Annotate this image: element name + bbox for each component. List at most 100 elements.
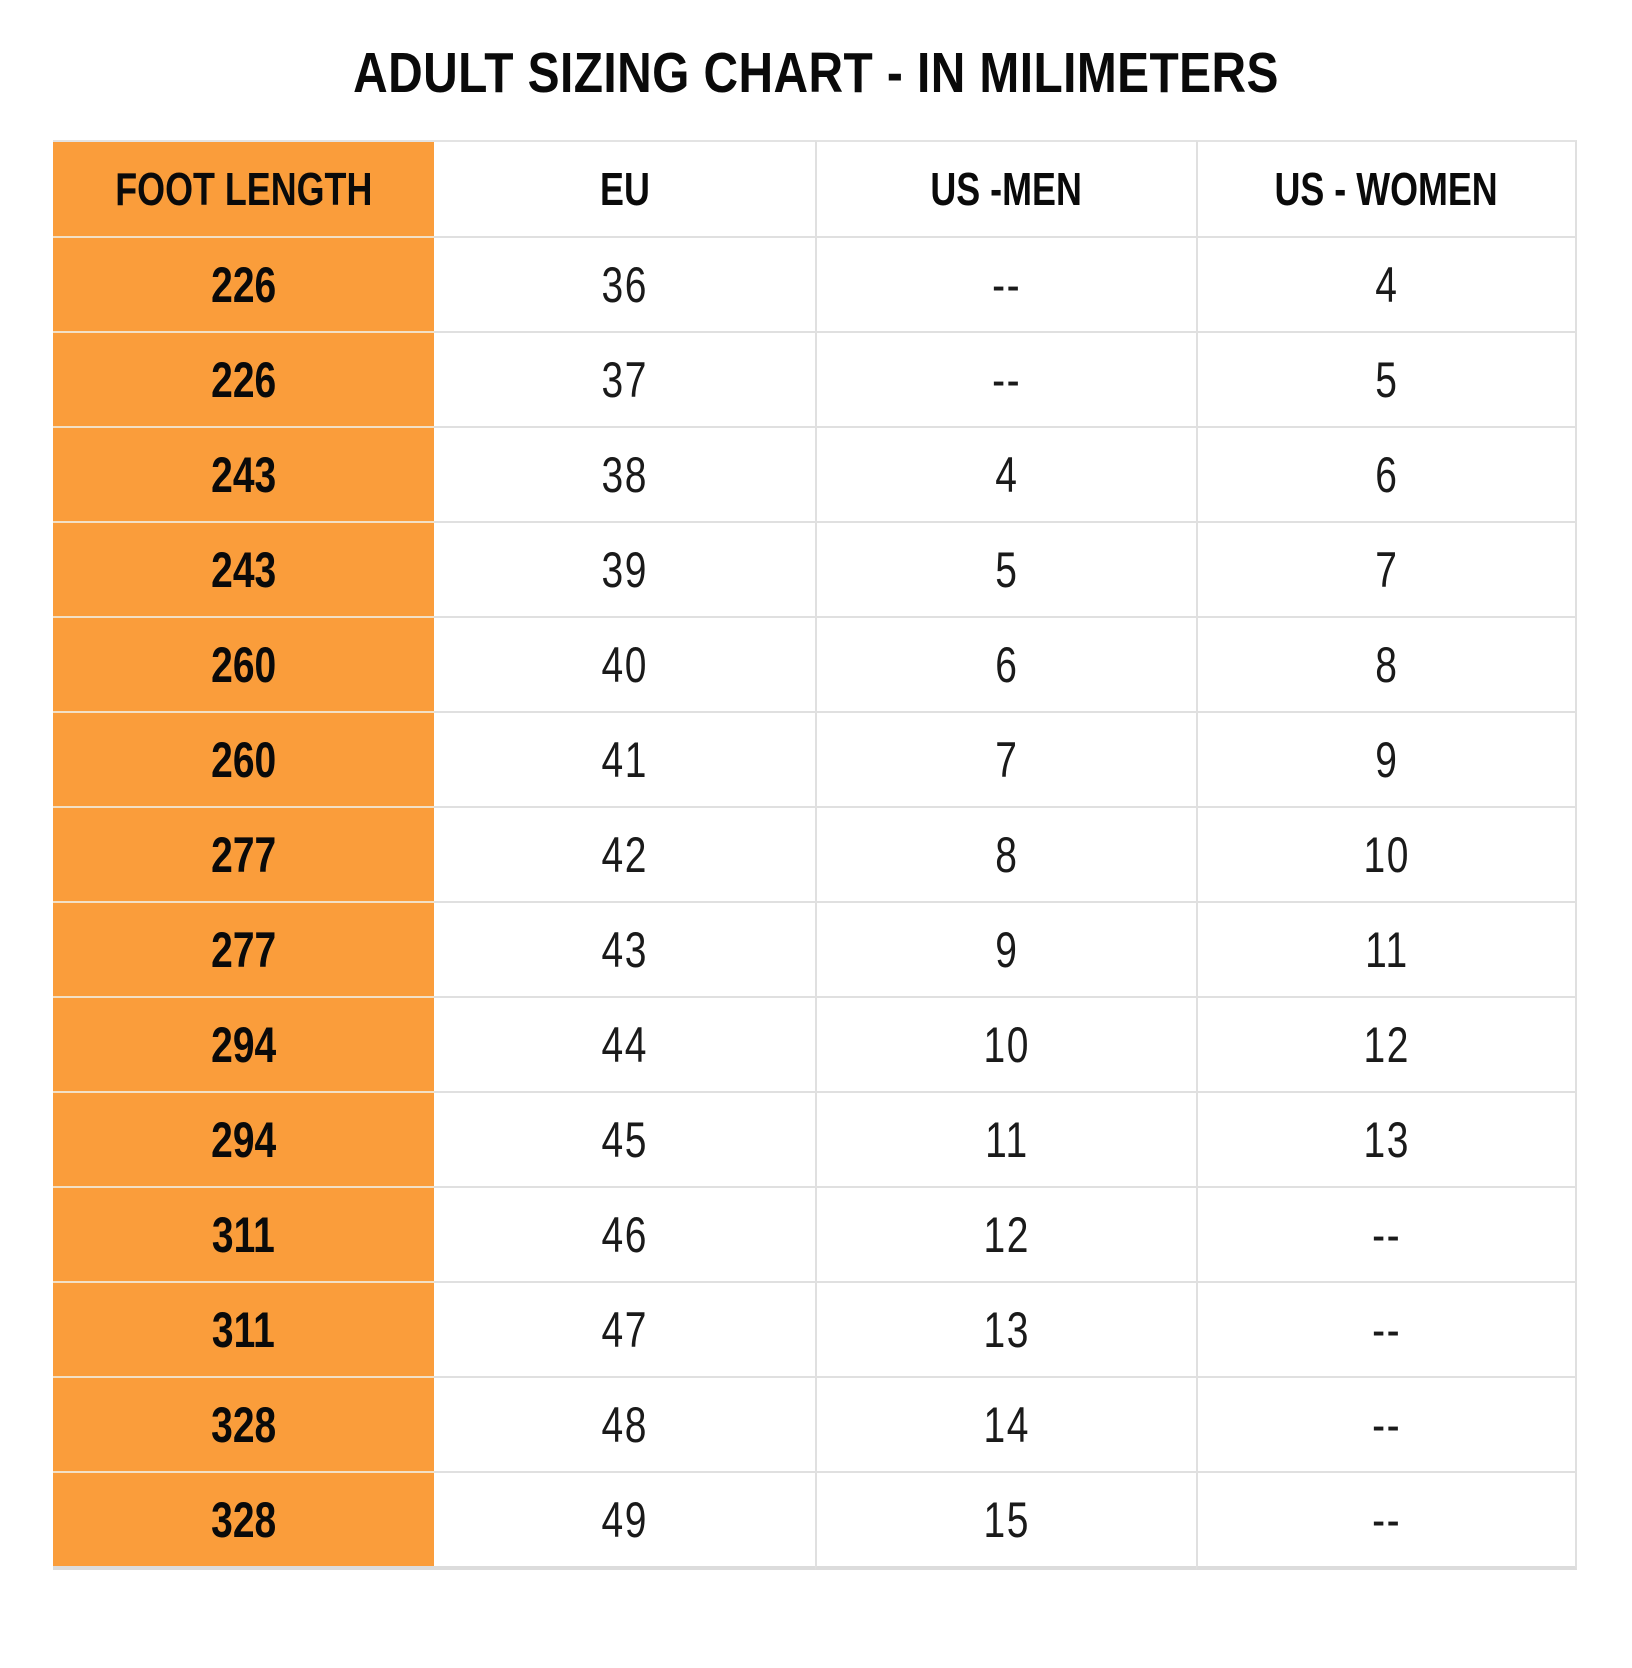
cell-value: 9: [1374, 731, 1399, 788]
cell-eu: 36: [434, 238, 815, 333]
cell-value: --: [1371, 1491, 1402, 1548]
cell-eu: 40: [434, 618, 815, 713]
cell-us-women: 4: [1196, 238, 1577, 333]
column-header-eu: EU: [434, 140, 815, 238]
cell-value: 5: [1374, 351, 1399, 408]
cell-eu: 41: [434, 713, 815, 808]
cell-value: 5: [994, 541, 1019, 598]
cell-value: 260: [210, 636, 277, 693]
cell-value: 15: [983, 1491, 1030, 1548]
cell-us-men: 9: [815, 903, 1196, 998]
table-row: 311 46 12 --: [53, 1188, 1577, 1283]
cell-eu: 48: [434, 1378, 815, 1473]
table-row: 226 37 -- 5: [53, 333, 1577, 428]
cell-value: 49: [601, 1491, 648, 1548]
cell-us-women: 10: [1196, 808, 1577, 903]
cell-foot-length: 243: [53, 523, 434, 618]
cell-eu: 47: [434, 1283, 815, 1378]
cell-us-women: --: [1196, 1188, 1577, 1283]
cell-value: 12: [1363, 1016, 1410, 1073]
cell-value: 260: [210, 731, 277, 788]
cell-value: 46: [601, 1206, 648, 1263]
cell-foot-length: 328: [53, 1473, 434, 1570]
cell-value: 44: [601, 1016, 648, 1073]
page-title: ADULT SIZING CHART - IN MILIMETERS: [353, 41, 1279, 105]
cell-value: 11: [984, 1111, 1029, 1168]
cell-us-men: --: [815, 238, 1196, 333]
cell-value: 226: [210, 256, 277, 313]
cell-us-women: 13: [1196, 1093, 1577, 1188]
cell-foot-length: 260: [53, 618, 434, 713]
table-row: 328 48 14 --: [53, 1378, 1577, 1473]
cell-value: 243: [210, 446, 277, 503]
cell-value: 226: [210, 351, 277, 408]
cell-us-women: 6: [1196, 428, 1577, 523]
header-row: FOOT LENGTH EU US -MEN US - WOMEN: [53, 140, 1577, 238]
cell-us-men: --: [815, 333, 1196, 428]
cell-value: 6: [994, 636, 1019, 693]
cell-us-men: 7: [815, 713, 1196, 808]
table-body: 226 36 -- 4 226 37 -- 5 243 38 4 6 243 3…: [53, 238, 1577, 1570]
cell-value: 13: [1363, 1111, 1410, 1168]
cell-eu: 45: [434, 1093, 815, 1188]
header-label: US -MEN: [930, 163, 1083, 215]
table-row: 294 44 10 12: [53, 998, 1577, 1093]
cell-us-women: 7: [1196, 523, 1577, 618]
cell-value: 294: [210, 1016, 277, 1073]
cell-value: 48: [601, 1396, 648, 1453]
cell-foot-length: 311: [53, 1188, 434, 1283]
header-label: US - WOMEN: [1274, 163, 1499, 215]
cell-value: 294: [210, 1111, 277, 1168]
cell-foot-length: 260: [53, 713, 434, 808]
cell-us-men: 6: [815, 618, 1196, 713]
cell-us-men: 13: [815, 1283, 1196, 1378]
cell-eu: 42: [434, 808, 815, 903]
table-row: 260 40 6 8: [53, 618, 1577, 713]
cell-value: 14: [983, 1396, 1030, 1453]
sizing-table: FOOT LENGTH EU US -MEN US - WOMEN 226 36…: [53, 140, 1577, 1570]
cell-us-women: 11: [1196, 903, 1577, 998]
cell-us-men: 15: [815, 1473, 1196, 1570]
cell-value: 47: [601, 1301, 648, 1358]
cell-value: 311: [212, 1301, 275, 1358]
cell-value: 277: [210, 826, 277, 883]
table-row: 260 41 7 9: [53, 713, 1577, 808]
cell-foot-length: 277: [53, 808, 434, 903]
cell-value: 42: [601, 826, 648, 883]
table-row: 226 36 -- 4: [53, 238, 1577, 333]
cell-value: 13: [983, 1301, 1030, 1358]
header-label: EU: [599, 163, 650, 215]
cell-value: 43: [601, 921, 648, 978]
cell-us-men: 4: [815, 428, 1196, 523]
cell-us-men: 12: [815, 1188, 1196, 1283]
cell-foot-length: 328: [53, 1378, 434, 1473]
cell-value: --: [1371, 1396, 1402, 1453]
cell-value: 9: [994, 921, 1019, 978]
cell-value: 243: [210, 541, 277, 598]
column-header-foot-length: FOOT LENGTH: [53, 140, 434, 238]
table-row: 311 47 13 --: [53, 1283, 1577, 1378]
cell-foot-length: 294: [53, 1093, 434, 1188]
cell-value: 38: [601, 446, 648, 503]
table-row: 277 42 8 10: [53, 808, 1577, 903]
cell-foot-length: 243: [53, 428, 434, 523]
table-row: 328 49 15 --: [53, 1473, 1577, 1570]
cell-us-men: 8: [815, 808, 1196, 903]
table-row: 277 43 9 11: [53, 903, 1577, 998]
column-header-us-men: US -MEN: [815, 140, 1196, 238]
cell-value: 328: [210, 1491, 277, 1548]
cell-eu: 43: [434, 903, 815, 998]
cell-value: 328: [210, 1396, 277, 1453]
header-label: FOOT LENGTH: [114, 163, 373, 215]
cell-value: 4: [994, 446, 1019, 503]
cell-us-women: --: [1196, 1378, 1577, 1473]
cell-value: 37: [601, 351, 648, 408]
cell-value: 41: [601, 731, 648, 788]
cell-us-women: --: [1196, 1283, 1577, 1378]
cell-us-women: 5: [1196, 333, 1577, 428]
cell-value: --: [991, 256, 1022, 313]
cell-value: --: [1371, 1301, 1402, 1358]
cell-value: 7: [994, 731, 1019, 788]
cell-foot-length: 226: [53, 333, 434, 428]
cell-value: 39: [601, 541, 648, 598]
